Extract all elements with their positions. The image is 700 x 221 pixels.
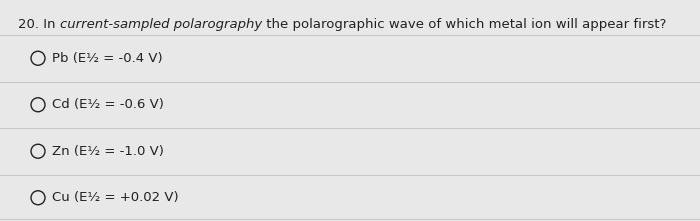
Text: 20. In: 20. In [18, 18, 60, 31]
Text: current-sampled polarography: current-sampled polarography [60, 18, 262, 31]
Text: the polarographic wave of which metal ion will appear first?: the polarographic wave of which metal io… [262, 18, 666, 31]
Text: Cu (E½ = +0.02 V): Cu (E½ = +0.02 V) [52, 191, 178, 204]
Text: Cd (E½ = -0.6 V): Cd (E½ = -0.6 V) [52, 98, 164, 111]
Text: Zn (E½ = -1.0 V): Zn (E½ = -1.0 V) [52, 145, 164, 158]
Text: Pb (E½ = -0.4 V): Pb (E½ = -0.4 V) [52, 52, 162, 65]
